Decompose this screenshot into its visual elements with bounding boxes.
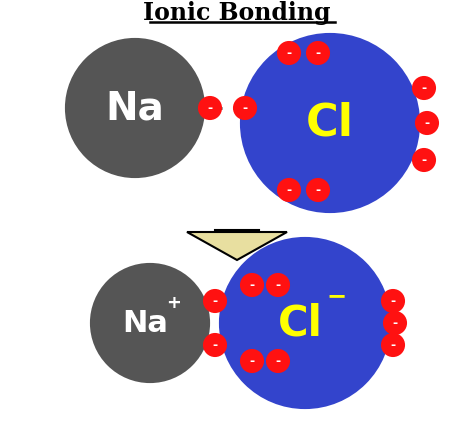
Circle shape xyxy=(241,274,263,296)
Text: Cl: Cl xyxy=(306,101,354,145)
Text: -: - xyxy=(391,294,396,307)
Circle shape xyxy=(413,149,435,171)
Circle shape xyxy=(204,290,226,312)
Text: -: - xyxy=(421,154,427,166)
Circle shape xyxy=(267,350,289,372)
Text: -: - xyxy=(275,279,281,291)
Text: -: - xyxy=(242,101,247,115)
Circle shape xyxy=(278,179,300,201)
Circle shape xyxy=(413,77,435,99)
Polygon shape xyxy=(187,232,287,260)
Text: -: - xyxy=(391,339,396,351)
Circle shape xyxy=(241,350,263,372)
Text: -: - xyxy=(392,316,398,330)
Text: -: - xyxy=(424,116,429,130)
Text: -: - xyxy=(212,294,218,307)
Text: Na: Na xyxy=(106,89,164,127)
Circle shape xyxy=(307,42,329,64)
Circle shape xyxy=(204,334,226,356)
Text: -: - xyxy=(249,279,255,291)
Circle shape xyxy=(67,40,203,176)
Circle shape xyxy=(199,97,221,119)
Circle shape xyxy=(382,290,404,312)
Circle shape xyxy=(278,42,300,64)
Text: -: - xyxy=(286,184,292,196)
Text: -: - xyxy=(421,81,427,95)
Text: Na: Na xyxy=(122,309,168,338)
Text: -: - xyxy=(286,47,292,59)
Text: +: + xyxy=(165,294,181,312)
Text: -: - xyxy=(212,339,218,351)
Text: Cl: Cl xyxy=(278,302,322,344)
Text: Ionic Bonding: Ionic Bonding xyxy=(143,1,331,25)
Circle shape xyxy=(267,274,289,296)
Text: -: - xyxy=(208,101,212,115)
Circle shape xyxy=(242,35,418,211)
Polygon shape xyxy=(215,230,259,232)
Circle shape xyxy=(382,334,404,356)
Circle shape xyxy=(92,265,208,381)
Circle shape xyxy=(307,179,329,201)
Text: −: − xyxy=(327,284,346,308)
Circle shape xyxy=(234,97,256,119)
Circle shape xyxy=(221,239,389,407)
Circle shape xyxy=(384,312,406,334)
Text: -: - xyxy=(315,184,320,196)
Text: -: - xyxy=(249,354,255,368)
Circle shape xyxy=(416,112,438,134)
Text: -: - xyxy=(315,47,320,59)
Text: -: - xyxy=(275,354,281,368)
